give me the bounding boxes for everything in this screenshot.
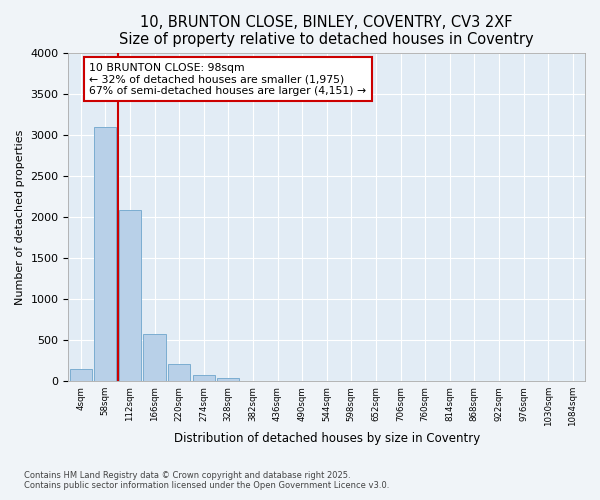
- Y-axis label: Number of detached properties: Number of detached properties: [15, 130, 25, 304]
- Bar: [217, 378, 239, 381]
- Bar: [143, 334, 166, 381]
- Text: Contains HM Land Registry data © Crown copyright and database right 2025.
Contai: Contains HM Land Registry data © Crown c…: [24, 470, 389, 490]
- Bar: [168, 364, 190, 381]
- Text: 10 BRUNTON CLOSE: 98sqm
← 32% of detached houses are smaller (1,975)
67% of semi: 10 BRUNTON CLOSE: 98sqm ← 32% of detache…: [89, 62, 366, 96]
- Bar: [70, 369, 92, 381]
- Bar: [193, 376, 215, 381]
- Bar: [119, 210, 141, 381]
- Title: 10, BRUNTON CLOSE, BINLEY, COVENTRY, CV3 2XF
Size of property relative to detach: 10, BRUNTON CLOSE, BINLEY, COVENTRY, CV3…: [119, 15, 534, 48]
- X-axis label: Distribution of detached houses by size in Coventry: Distribution of detached houses by size …: [173, 432, 480, 445]
- Bar: [94, 126, 116, 381]
